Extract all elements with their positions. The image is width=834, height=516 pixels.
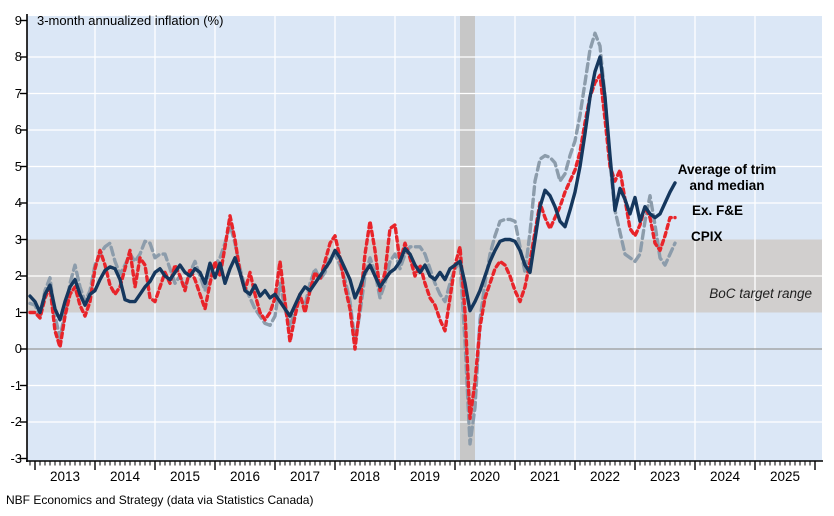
- y-tick-label: 9: [14, 12, 22, 28]
- series-red-line: [28, 73, 677, 421]
- y-tick-label: 3: [14, 231, 22, 247]
- x-tick-label: 2025: [769, 469, 801, 484]
- y-tick-label: 6: [14, 122, 22, 137]
- series-navy-line: [28, 55, 677, 322]
- y-tick-label: 4: [14, 195, 22, 210]
- y-tick-label: 0: [14, 341, 22, 356]
- x-tick-label: 2020: [469, 469, 501, 484]
- plot-area: [27, 16, 822, 461]
- y-tick-label: 8: [14, 49, 22, 64]
- x-tick-label: 2021: [529, 469, 561, 484]
- x-tick-label: 2015: [169, 469, 201, 484]
- x-tick-label: 2018: [349, 469, 381, 484]
- x-tick-label: 2023: [649, 469, 681, 484]
- x-tick-label: 2022: [589, 469, 621, 484]
- y-tick-label: 1: [14, 304, 22, 320]
- y-tick-label: -3: [10, 450, 22, 466]
- y-tick-label: -1: [10, 377, 22, 393]
- legend-avg-line2: and median: [689, 178, 765, 193]
- chart-title: 3-month annualized inflation (%): [37, 13, 224, 28]
- legend-avg-trim-median: Average of trim and median: [661, 162, 793, 194]
- x-tick-label: 2024: [709, 469, 741, 484]
- recession-band: [460, 16, 475, 461]
- x-tick-label: 2019: [409, 469, 441, 484]
- legend-ex-fe: Ex. F&E: [692, 203, 744, 218]
- y-tick-label: 5: [14, 158, 22, 174]
- x-tick-label: 2017: [289, 469, 321, 484]
- y-tick-label: 7: [14, 85, 22, 101]
- x-tick-label: 2014: [109, 469, 141, 484]
- y-tick-label: 2: [14, 268, 22, 283]
- x-tick-label: 2016: [229, 469, 261, 484]
- boc-target-range-label: BoC target range: [709, 286, 812, 301]
- source-footer: NBF Economics and Strategy (data via Sta…: [6, 493, 314, 507]
- legend-avg-line1: Average of trim: [677, 162, 777, 177]
- legend-cpix: CPIX: [691, 229, 723, 244]
- x-tick-label: 2013: [49, 469, 81, 484]
- y-tick-label: -2: [10, 414, 22, 429]
